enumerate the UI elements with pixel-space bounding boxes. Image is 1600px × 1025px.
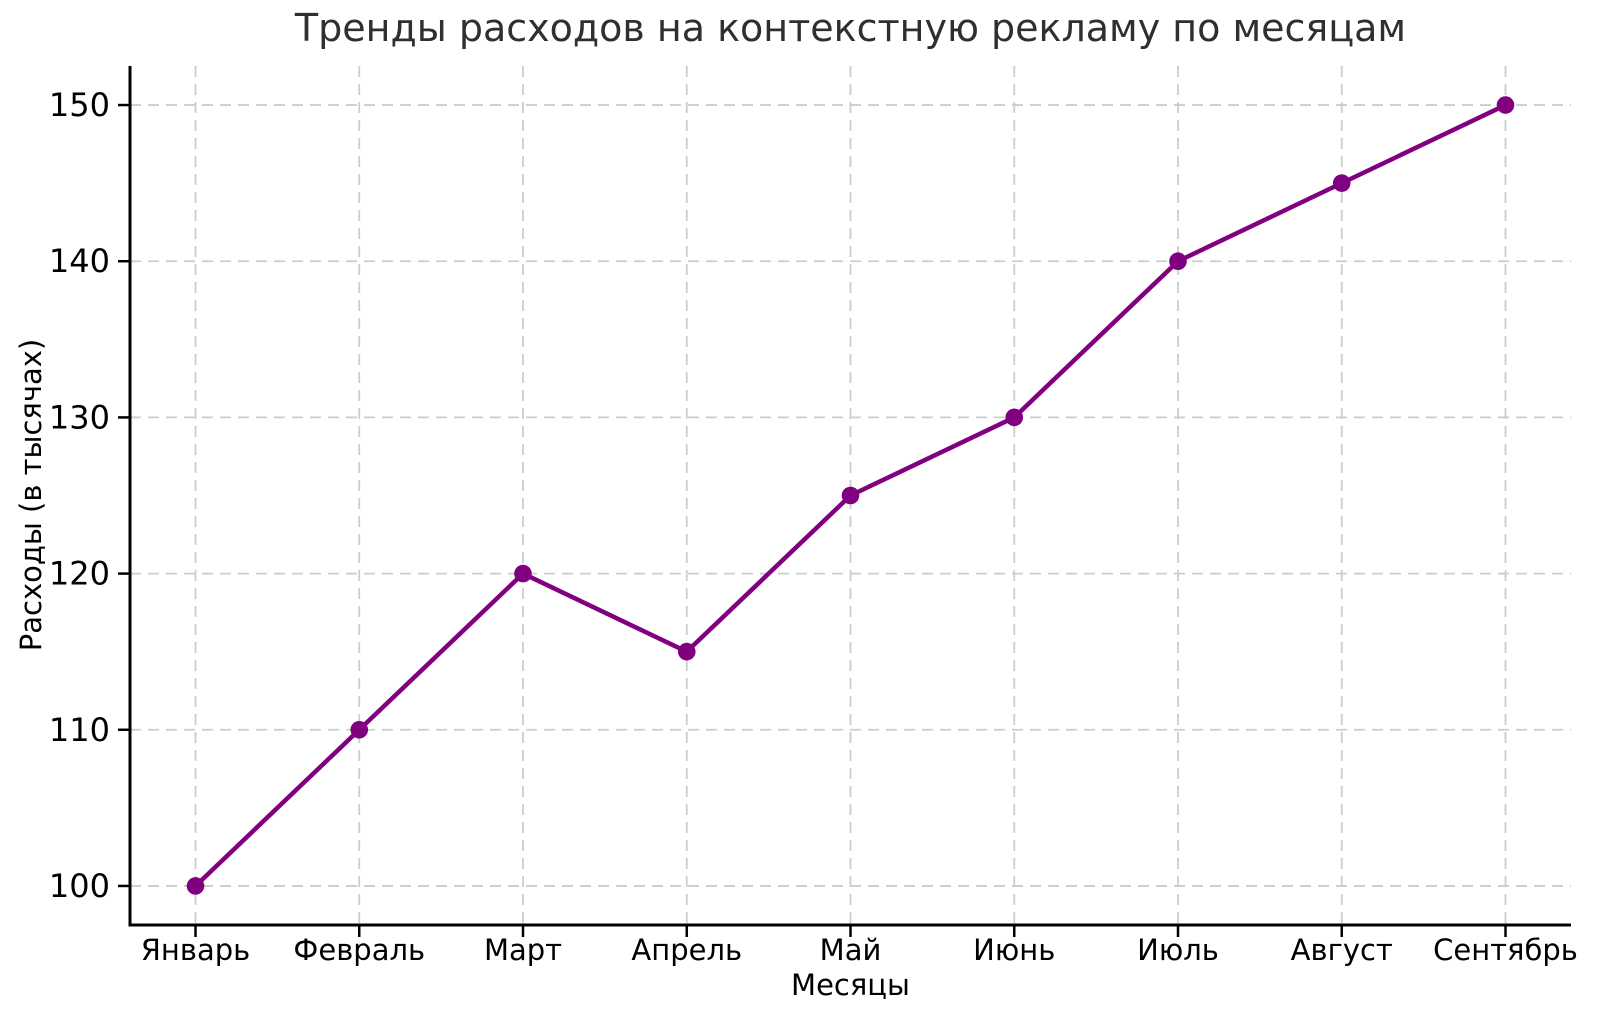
data-point: [514, 564, 532, 583]
x-tick-label: Май: [820, 933, 882, 967]
y-tick-label: 100: [49, 867, 110, 905]
data-point: [1332, 174, 1351, 192]
data-point: [1496, 96, 1515, 114]
x-tick-label: Июль: [1137, 933, 1219, 967]
data-point: [186, 877, 205, 895]
x-tick-label: Январь: [141, 933, 250, 967]
x-tick-label: Июнь: [973, 933, 1055, 967]
y-tick-label: 150: [49, 86, 110, 124]
y-tick-label: 140: [49, 242, 110, 280]
data-point: [1169, 252, 1187, 271]
x-tick-label: Апрель: [631, 933, 742, 967]
y-tick-label: 130: [49, 398, 110, 436]
chart-title: Тренды расходов на контекстную рекламу п…: [294, 6, 1407, 50]
data-point: [1005, 408, 1024, 427]
data-point: [841, 486, 860, 505]
y-tick-label: 120: [49, 555, 110, 593]
x-tick-label: Февраль: [293, 933, 425, 967]
y-axis-label: Расходы (в тысячах): [14, 338, 48, 652]
x-tick-label: Март: [484, 933, 562, 967]
y-tick-label: 110: [49, 711, 110, 749]
x-tick-label: Сентябрь: [1433, 933, 1578, 967]
data-point: [350, 720, 369, 739]
x-tick-label: Август: [1291, 933, 1393, 967]
data-point: [677, 642, 696, 661]
x-axis-label: Месяцы: [791, 968, 910, 1002]
